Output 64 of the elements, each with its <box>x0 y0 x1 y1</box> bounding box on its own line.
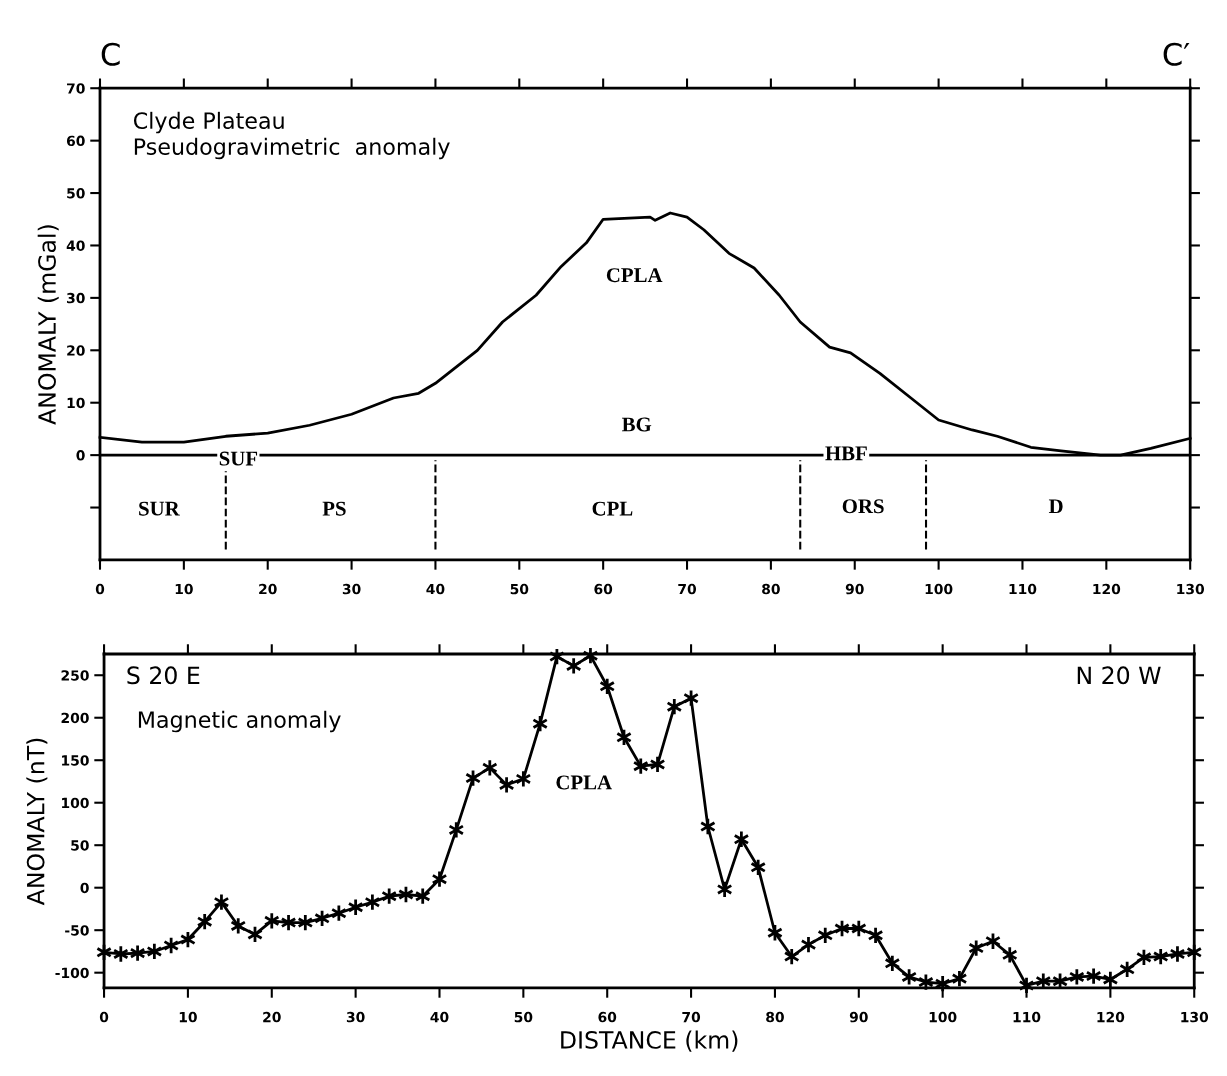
y-tick-label: 50 <box>67 188 85 199</box>
x-tick-label: 40 <box>430 1011 449 1023</box>
annotation: HBF <box>825 446 867 461</box>
x-tick-label: 20 <box>263 1011 281 1023</box>
y-tick-label: 60 <box>66 135 85 147</box>
y-tick-label: 0 <box>80 882 89 894</box>
x-tick-label: 30 <box>346 1011 365 1023</box>
x-tick-label: 120 <box>1093 583 1121 595</box>
text: Clyde Plateau <box>133 111 284 134</box>
x-tick-label: 60 <box>594 583 613 595</box>
y-tick-label: 250 <box>61 670 89 681</box>
y-tick-label: 70 <box>67 83 85 94</box>
x-tick-label: 120 <box>1097 1011 1125 1023</box>
x-tick-label: 30 <box>342 583 361 595</box>
x-tick-label: 10 <box>175 583 193 595</box>
x-tick-label: 110 <box>1009 583 1037 595</box>
x-tick-label: 0 <box>99 1011 109 1023</box>
annotation: D <box>1048 499 1063 514</box>
x-tick-label: 10 <box>179 1011 197 1023</box>
x-tick-label: 60 <box>598 1011 617 1023</box>
annotation: CPLA <box>556 775 612 790</box>
y-tick-label: 150 <box>62 755 89 766</box>
y-axis-title: ANOMALY (mGal) <box>37 225 59 425</box>
x-tick-label: 130 <box>1181 1011 1209 1023</box>
x-tick-label: 90 <box>845 583 864 595</box>
annotation: PS <box>322 501 346 516</box>
x-tick-label: 70 <box>682 1011 701 1023</box>
x-tick-label: 90 <box>849 1011 868 1023</box>
annotation: SUF <box>219 451 258 466</box>
x-tick-label: 0 <box>95 583 105 595</box>
annotation: ORS <box>842 499 884 514</box>
text: C <box>101 42 120 66</box>
x-tick-label: 40 <box>426 583 445 595</box>
y-tick-label: -100 <box>55 967 89 979</box>
y-axis-title: ANOMALY (nT) <box>26 738 48 906</box>
x-tick-label: 80 <box>766 1011 784 1023</box>
x-axis-title: DISTANCE (km) <box>561 1030 738 1052</box>
text: C′ <box>1163 42 1190 66</box>
annotation: CPL <box>592 501 633 516</box>
annotation: N 20 W <box>1077 666 1161 685</box>
text: Magnetic anomaly <box>138 710 341 733</box>
text: Pseudogravimetric anomaly <box>134 137 450 160</box>
x-tick-label: 50 <box>510 583 529 595</box>
y-tick-label: 10 <box>67 397 85 409</box>
annotation: BG <box>622 417 652 432</box>
x-tick-label: 110 <box>1013 1011 1041 1023</box>
x-tick-label: 130 <box>1177 583 1205 595</box>
y-tick-label: 0 <box>76 450 85 461</box>
y-tick-label: -50 <box>65 925 89 936</box>
y-tick-label: 100 <box>62 797 89 809</box>
annotation: S 20 E <box>127 666 200 685</box>
x-tick-label: 80 <box>762 583 780 595</box>
x-tick-label: 70 <box>678 583 697 595</box>
y-tick-label: 50 <box>71 840 89 851</box>
x-tick-label: 100 <box>925 583 953 595</box>
y-tick-label: 40 <box>66 240 85 251</box>
x-tick-label: 20 <box>259 583 277 595</box>
x-tick-label: 100 <box>929 1011 957 1023</box>
x-tick-label: 50 <box>514 1011 533 1023</box>
annotation: SUR <box>139 501 180 516</box>
y-tick-label: 200 <box>61 712 89 724</box>
y-tick-label: 20 <box>67 345 85 356</box>
annotation: CPLA <box>606 268 663 283</box>
y-tick-label: 30 <box>67 292 85 304</box>
